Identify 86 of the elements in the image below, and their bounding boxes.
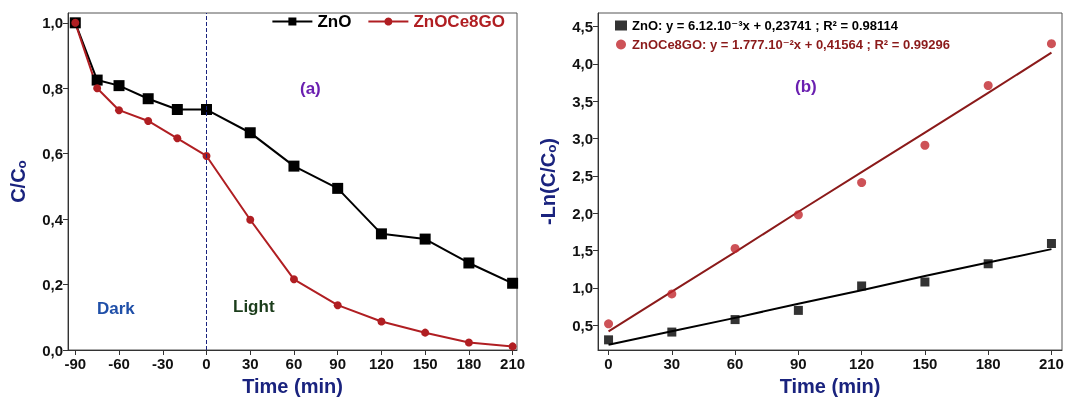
point bbox=[508, 342, 517, 351]
point bbox=[332, 182, 344, 194]
legend-label: ZnO bbox=[317, 12, 352, 31]
point bbox=[667, 327, 677, 337]
point bbox=[142, 93, 154, 105]
x-tick-label: 0 bbox=[604, 355, 613, 372]
x-tick-label: 120 bbox=[368, 355, 394, 372]
legend-label: ZnOCe8GO: y = 1.777.10⁻²x + 0,41564 ; R² = 0.99296 bbox=[632, 37, 950, 52]
x-tick-label: 90 bbox=[329, 355, 347, 372]
y-tick-label: 0,2 bbox=[42, 276, 63, 294]
point bbox=[333, 301, 342, 310]
x-tick-label: 30 bbox=[241, 355, 259, 372]
y-tick-label: 3,5 bbox=[572, 92, 593, 110]
x-tick-label: 150 bbox=[912, 355, 938, 372]
point bbox=[604, 319, 614, 329]
point bbox=[730, 315, 740, 325]
point bbox=[920, 140, 930, 150]
y-tick-label: 3,0 bbox=[572, 130, 593, 148]
point bbox=[244, 127, 256, 139]
point bbox=[857, 281, 867, 291]
point bbox=[115, 106, 124, 115]
point bbox=[91, 74, 103, 86]
y-tick-label: 0,4 bbox=[42, 210, 64, 228]
y-tick-label: 0,5 bbox=[572, 316, 593, 334]
x-tick-label: 90 bbox=[790, 355, 807, 372]
point bbox=[857, 178, 867, 188]
x-tick-label: 60 bbox=[285, 355, 303, 372]
annotation: (b) bbox=[795, 77, 817, 96]
x-tick-label: 150 bbox=[412, 355, 438, 372]
y-tick-label: 2,0 bbox=[572, 204, 593, 222]
y-tick-label: 1,0 bbox=[572, 279, 593, 297]
annotation: Light bbox=[233, 297, 275, 316]
point bbox=[288, 160, 300, 172]
point bbox=[983, 259, 993, 269]
annotation: (a) bbox=[300, 79, 321, 98]
line-series bbox=[607, 51, 1053, 333]
point bbox=[1046, 239, 1056, 249]
y-tick-label: 4,0 bbox=[572, 55, 593, 73]
y-tick-label: 0,6 bbox=[42, 145, 63, 163]
point bbox=[113, 80, 125, 92]
point bbox=[730, 243, 740, 253]
point bbox=[464, 338, 473, 347]
point bbox=[171, 104, 183, 116]
point bbox=[144, 116, 153, 125]
point bbox=[377, 317, 386, 326]
point bbox=[793, 210, 803, 220]
x-tick-label: 60 bbox=[726, 355, 744, 372]
x-tick-label: -90 bbox=[64, 355, 87, 372]
point bbox=[1046, 39, 1056, 49]
point bbox=[920, 277, 930, 287]
x-tick-label: 120 bbox=[849, 355, 875, 372]
annotation: Dark bbox=[97, 299, 136, 318]
point bbox=[173, 134, 182, 143]
y-tick-label: 1,5 bbox=[572, 242, 593, 260]
point bbox=[983, 80, 993, 90]
legend-label: ZnOCe8GO bbox=[413, 12, 505, 31]
x-tick-label: 0 bbox=[202, 355, 211, 372]
y-tick-label: 4,5 bbox=[572, 17, 593, 35]
point bbox=[667, 289, 677, 299]
point bbox=[375, 228, 387, 240]
x-axis-title: Time (min) bbox=[242, 375, 343, 397]
y-tick-label: 2,5 bbox=[572, 167, 593, 185]
legend-label: ZnO: y = 6.12.10⁻³x + 0,23741 ; R² = 0.98114 bbox=[632, 18, 899, 33]
point bbox=[93, 84, 102, 93]
x-tick-label: 30 bbox=[663, 355, 681, 372]
x-tick-label: 180 bbox=[456, 355, 482, 372]
point bbox=[246, 215, 255, 224]
x-tick-label: 210 bbox=[500, 355, 526, 372]
point bbox=[419, 233, 431, 245]
x-tick-label: -60 bbox=[108, 355, 130, 372]
point bbox=[604, 335, 614, 345]
point bbox=[421, 328, 430, 337]
y-axis-title: C/Cₒ bbox=[7, 160, 29, 203]
y-tick-label: 0,8 bbox=[42, 79, 63, 97]
x-axis-title: Time (min) bbox=[779, 375, 881, 397]
x-tick-label: -30 bbox=[151, 355, 174, 372]
y-tick-label: 1,0 bbox=[42, 14, 63, 32]
x-tick-label: 210 bbox=[1038, 355, 1064, 372]
point bbox=[793, 305, 803, 315]
y-axis-title: -Ln(C/Cₒ) bbox=[537, 137, 559, 226]
point bbox=[463, 257, 475, 269]
point bbox=[507, 277, 519, 289]
point bbox=[289, 275, 298, 284]
y-tick-label: 0,0 bbox=[42, 341, 63, 359]
x-tick-label: 180 bbox=[975, 355, 1001, 372]
point bbox=[200, 104, 212, 116]
